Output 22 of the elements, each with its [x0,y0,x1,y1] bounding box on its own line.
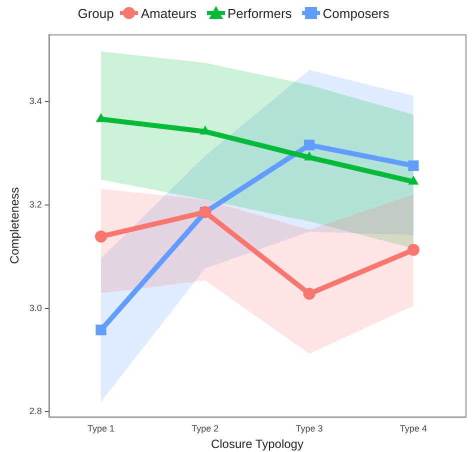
x-tick-label: Type 3 [296,424,323,434]
x-tick-label: Type 2 [192,424,219,434]
y-tick-label: 3.2 [29,199,42,210]
legend-title: Group [78,6,114,20]
point [407,244,420,256]
point [408,176,419,185]
legend-label: Amateurs [140,6,196,20]
y-tick-label: 3.0 [29,302,42,313]
legend-label: Composers [322,6,390,20]
x-tick-label: Type 1 [87,424,114,434]
point [303,288,316,300]
point [304,140,315,150]
y-tick-label: 3.4 [29,96,42,106]
point [96,324,106,336]
y-tick-label: 2.8 [29,406,42,416]
point [408,160,419,171]
point [94,230,107,242]
point [96,113,106,122]
legend-label: Performers [228,6,292,20]
x-tick-label: Type 4 [400,424,427,434]
x-axis-title: Closure Typology [210,437,304,452]
y-axis-title: Completeness [8,187,22,264]
